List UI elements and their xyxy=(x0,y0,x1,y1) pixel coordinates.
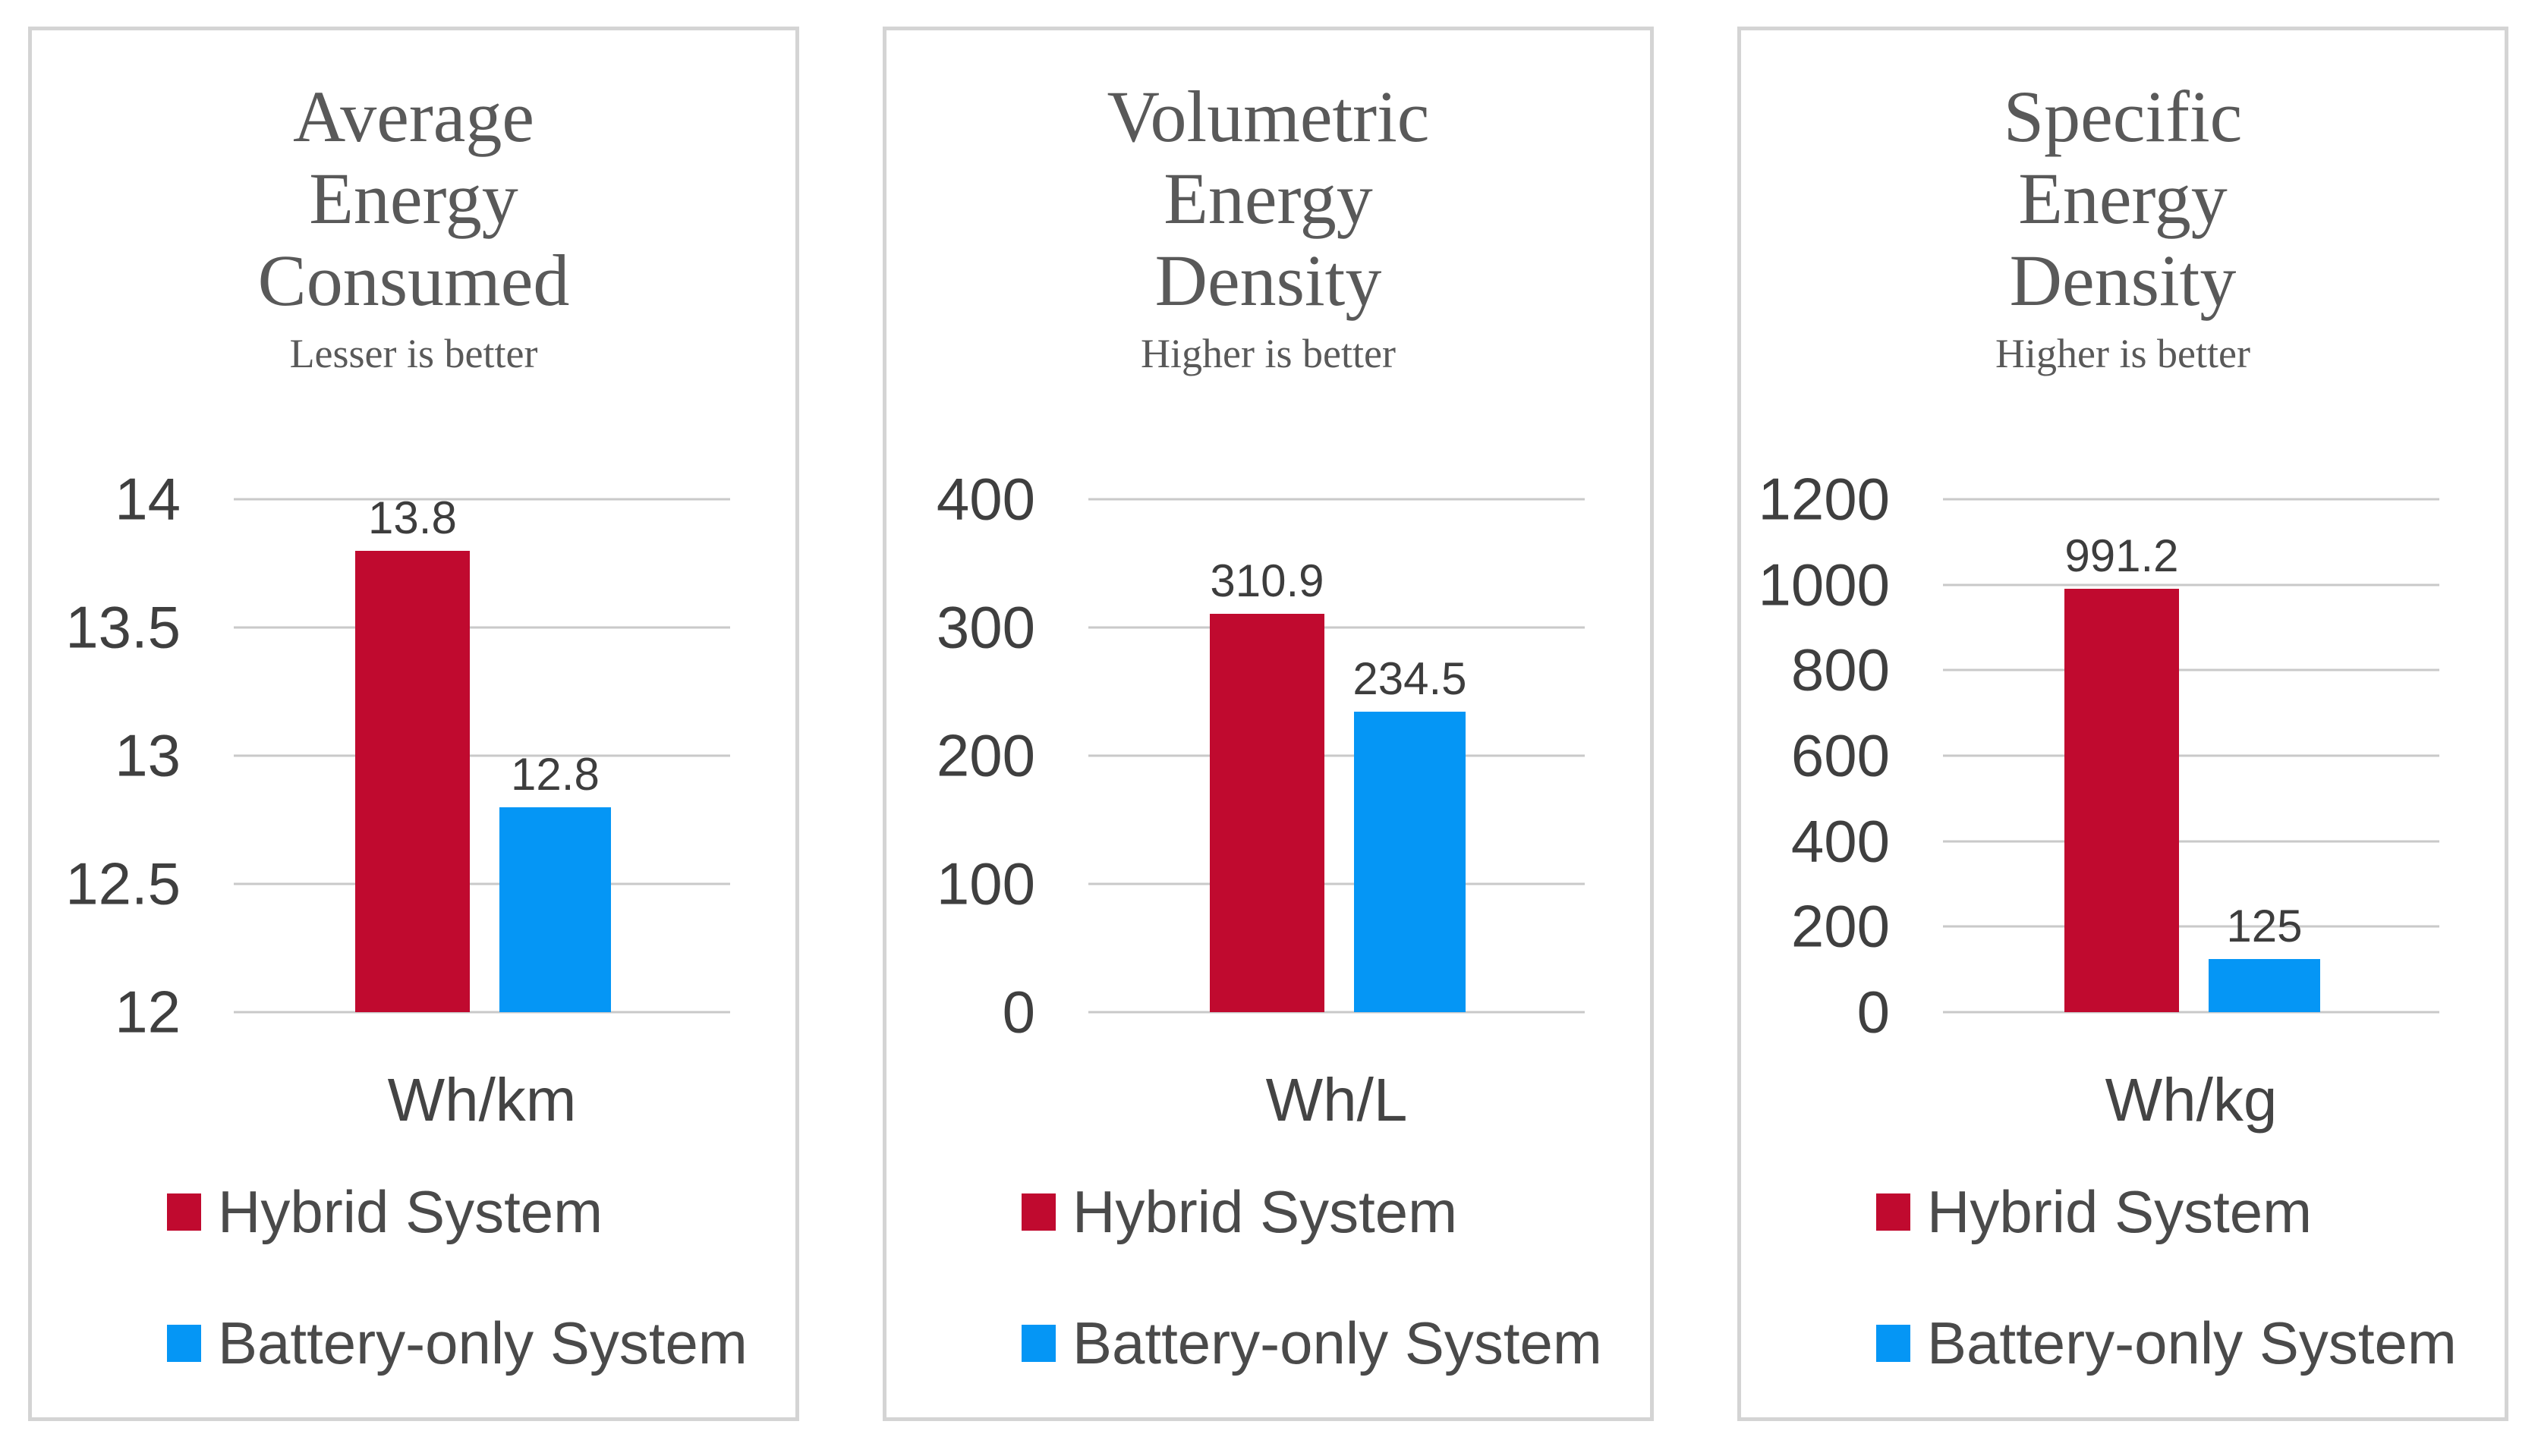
y-tick-label: 100 xyxy=(936,850,1035,917)
gridline xyxy=(234,498,730,501)
legend: Hybrid System Battery-only System xyxy=(167,1182,795,1373)
bar-value-label: 310.9 xyxy=(1210,555,1324,606)
y-tick-label: 1000 xyxy=(1758,551,1890,618)
plot-area: 13.8 12.8 xyxy=(234,492,730,1014)
gridline xyxy=(234,882,730,885)
legend-item-battery-only: Battery-only System xyxy=(167,1313,795,1373)
y-tick-label: 12.5 xyxy=(65,850,181,917)
chart-panel-specific-energy-density: Specific Energy Density Higher is better… xyxy=(1737,27,2508,1421)
gridline xyxy=(234,1011,730,1014)
chart-title: Average Energy Consumed xyxy=(32,76,795,322)
x-axis-label: Wh/km xyxy=(387,1066,577,1134)
y-axis: 14 13.5 13 12.5 12 xyxy=(32,466,234,1046)
chart-area: 400 300 200 100 0 310.9 234.5 xyxy=(886,466,1650,1046)
y-tick-label: 800 xyxy=(1790,636,1890,703)
chart-panel-volumetric-energy-density: Volumetric Energy Density Higher is bett… xyxy=(883,27,1654,1421)
y-tick-label: 400 xyxy=(936,465,1035,533)
y-tick-label: 0 xyxy=(1856,978,1890,1046)
legend: Hybrid System Battery-only System xyxy=(1876,1182,2505,1373)
bar-value-label: 125 xyxy=(2226,900,2303,951)
chart-title-line: Specific xyxy=(2003,76,2243,157)
bar-battery-only-system: 12.8 xyxy=(499,749,612,1012)
legend-swatch-battery-only xyxy=(167,1324,201,1362)
chart-panel-average-energy-consumed: Average Energy Consumed Lesser is better… xyxy=(28,27,799,1421)
chart-title-line: Energy xyxy=(309,158,518,239)
legend-item-hybrid: Hybrid System xyxy=(1022,1182,1650,1241)
gridline xyxy=(1088,498,1585,501)
bar-value-label: 991.2 xyxy=(2064,530,2179,581)
gridline xyxy=(1943,1011,2439,1014)
bar-value-label: 234.5 xyxy=(1352,653,1467,704)
y-tick-label: 600 xyxy=(1790,722,1890,789)
legend-label: Hybrid System xyxy=(218,1178,603,1245)
legend-item-hybrid: Hybrid System xyxy=(167,1182,795,1241)
legend-swatch-battery-only xyxy=(1876,1324,1910,1362)
y-tick-label: 1200 xyxy=(1758,465,1890,533)
chart-title-line: Average xyxy=(293,76,534,157)
y-axis: 1200 1000 800 600 400 200 0 xyxy=(1741,466,1943,1046)
y-tick-label: 0 xyxy=(1002,978,1035,1046)
bar-hybrid-system: 310.9 xyxy=(1210,555,1324,1012)
gridline xyxy=(1088,1011,1585,1014)
gridline xyxy=(1943,925,2439,928)
legend-label: Hybrid System xyxy=(1927,1178,2313,1245)
legend-label: Battery-only System xyxy=(1072,1310,1602,1376)
legend-swatch-hybrid xyxy=(1876,1193,1910,1231)
chart-area: 1200 1000 800 600 400 200 0 991.2 125 xyxy=(1741,466,2505,1046)
chart-subtitle: Higher is better xyxy=(1141,331,1396,376)
x-axis-label: Wh/L xyxy=(1265,1066,1408,1134)
y-tick-label: 12 xyxy=(115,978,181,1046)
legend-item-battery-only: Battery-only System xyxy=(1022,1313,1650,1373)
legend-swatch-hybrid xyxy=(1022,1193,1056,1231)
y-tick-label: 400 xyxy=(1790,807,1890,875)
bar-value-label: 12.8 xyxy=(511,748,600,800)
gridline xyxy=(1088,754,1585,757)
charts-board: Average Energy Consumed Lesser is better… xyxy=(28,27,2508,1421)
y-axis: 400 300 200 100 0 xyxy=(886,466,1088,1046)
gridline xyxy=(1088,882,1585,885)
bar-hybrid-system: 13.8 xyxy=(355,492,470,1012)
gridline xyxy=(1943,840,2439,843)
legend-swatch-hybrid xyxy=(167,1193,201,1231)
legend-label: Hybrid System xyxy=(1072,1178,1458,1245)
y-tick-label: 13.5 xyxy=(65,593,181,661)
y-tick-label: 13 xyxy=(115,722,181,789)
x-axis-label: Wh/kg xyxy=(2105,1066,2278,1134)
plot-area: 310.9 234.5 xyxy=(1088,498,1585,1014)
bar-hybrid-system: 991.2 xyxy=(2064,530,2179,1012)
legend-item-battery-only: Battery-only System xyxy=(1876,1313,2505,1373)
gridline xyxy=(1088,626,1585,629)
gridline xyxy=(1943,498,2439,501)
legend: Hybrid System Battery-only System xyxy=(1022,1182,1650,1373)
gridline xyxy=(234,754,730,757)
chart-title: Volumetric Energy Density xyxy=(886,76,1650,322)
chart-title-line: Density xyxy=(2009,240,2237,321)
legend-label: Battery-only System xyxy=(218,1310,748,1376)
chart-area: 14 13.5 13 12.5 12 13.8 12.8 xyxy=(32,466,795,1046)
chart-title-line: Consumed xyxy=(257,240,570,321)
chart-title-line: Density xyxy=(1154,240,1382,321)
y-tick-label: 200 xyxy=(936,722,1035,789)
bar-value-label: 13.8 xyxy=(368,492,457,543)
chart-title-line: Volumetric xyxy=(1107,76,1430,157)
gridline xyxy=(1943,668,2439,671)
legend-item-hybrid: Hybrid System xyxy=(1876,1182,2505,1241)
gridline xyxy=(1943,754,2439,757)
gridline xyxy=(234,626,730,629)
y-tick-label: 300 xyxy=(936,593,1035,661)
legend-label: Battery-only System xyxy=(1927,1310,2457,1376)
y-tick-label: 14 xyxy=(115,465,181,533)
chart-subtitle: Lesser is better xyxy=(289,331,538,376)
plot-area: 991.2 125 xyxy=(1943,498,2439,1014)
bar-battery-only-system: 234.5 xyxy=(1352,653,1467,1012)
bar-battery-only-system: 125 xyxy=(2208,901,2321,1012)
y-tick-label: 200 xyxy=(1790,892,1890,960)
chart-title: Specific Energy Density xyxy=(1741,76,2505,322)
chart-title-line: Energy xyxy=(1164,158,1373,239)
gridline xyxy=(1943,583,2439,586)
chart-title-line: Energy xyxy=(2018,158,2228,239)
chart-subtitle: Higher is better xyxy=(1995,331,2250,376)
legend-swatch-battery-only xyxy=(1022,1324,1056,1362)
